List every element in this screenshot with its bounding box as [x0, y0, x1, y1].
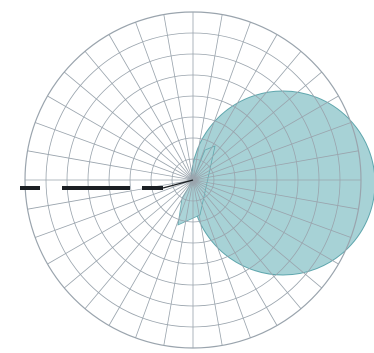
grid-spoke — [135, 21, 194, 181]
grid-spoke — [192, 179, 359, 210]
grid-spoke — [84, 51, 194, 181]
grid-spoke — [34, 122, 194, 181]
grid-spoke — [163, 179, 194, 346]
grid-spoke — [108, 179, 194, 326]
grid-spoke — [192, 179, 322, 289]
grid-spoke — [192, 179, 278, 326]
grid-spoke — [27, 150, 194, 181]
grid-spoke — [163, 14, 194, 181]
needle-layer — [20, 179, 194, 190]
polar-grid — [24, 11, 362, 349]
grid-spoke — [192, 95, 339, 181]
grid-spoke — [192, 179, 251, 339]
grid-spoke — [192, 179, 352, 238]
grid-spoke — [192, 21, 251, 181]
grid-spoke — [47, 95, 194, 181]
grid-spoke — [64, 71, 194, 181]
grid-spoke — [192, 150, 359, 181]
grid-spoke — [108, 34, 194, 181]
grid-spoke — [192, 34, 278, 181]
grid-spoke — [27, 179, 194, 210]
grid-spoke — [192, 179, 302, 309]
grid-spoke — [192, 179, 223, 346]
grid-spoke — [192, 51, 302, 181]
grid-spoke — [84, 179, 194, 309]
grid-spoke — [192, 122, 352, 181]
grid-spoke — [34, 179, 194, 238]
grid-spoke — [135, 179, 194, 339]
grid-spoke — [192, 71, 322, 181]
grid-spoke — [192, 179, 339, 265]
grid-spoke — [47, 179, 194, 265]
grid-spoke — [64, 179, 194, 289]
needle-tip — [162, 179, 194, 189]
grid-spoke — [192, 14, 223, 181]
